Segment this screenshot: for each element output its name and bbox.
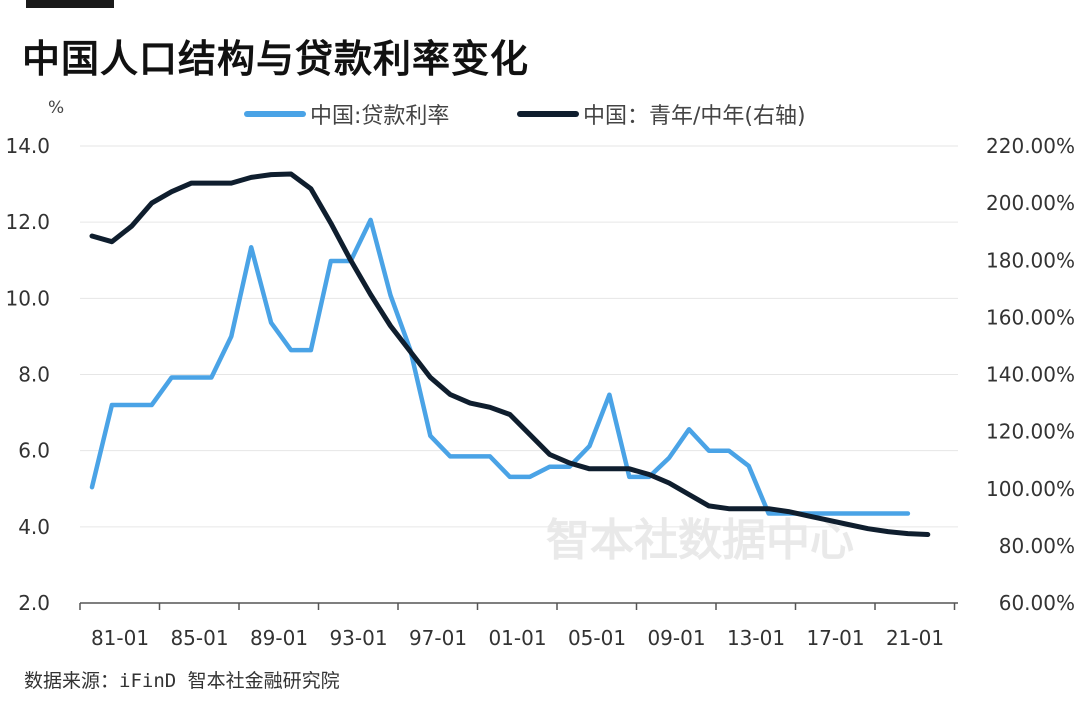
legend: 中国:贷款利率 中国：青年/中年(右轴): [0, 98, 1080, 130]
source-note: 数据来源：iFinD 智本社金融研究院: [24, 670, 340, 692]
y-left-tick-label: 10.0: [5, 286, 50, 310]
y-right-tick-label: 180.00%: [986, 248, 1075, 272]
legend-swatch-ratio: [517, 111, 579, 117]
x-tick-label: 89-01: [250, 626, 308, 650]
x-tick-label: 13-01: [727, 626, 785, 650]
page-title: 中国人口结构与贷款利率变化: [22, 37, 530, 81]
x-tick-label: 93-01: [329, 626, 387, 650]
x-tick-label: 17-01: [806, 626, 864, 650]
axes: 2.0 4.0 6.0 8.0 10.0 12.0 14.0 60.00% 80.00% 100.…: [5, 134, 1075, 650]
x-tick-label: 21-01: [886, 626, 944, 650]
y-left-tick-label: 4.0: [18, 515, 50, 539]
x-tick-label: 05-01: [568, 626, 626, 650]
x-tick-label: 97-01: [409, 626, 467, 650]
y-left-tick-label: 8.0: [18, 363, 50, 387]
y-right-tick-label: 220.00%: [986, 134, 1075, 158]
legend-label-ratio: 中国：青年/中年(右轴): [583, 104, 806, 129]
y-right-tick-label: 200.00%: [986, 191, 1075, 215]
series-line-ratio: [89, 171, 931, 537]
legend-item-ratio: 中国：青年/中年(右轴): [517, 98, 806, 130]
y-left-tick-label: 12.0: [5, 210, 50, 234]
y-right-tick-label: 140.00%: [986, 363, 1075, 387]
x-tick-label: 85-01: [170, 626, 228, 650]
watermark: 智本社数据中心: [546, 515, 854, 566]
legend-swatch-loan-rate: [244, 111, 306, 117]
y-left-tick-label: 14.0: [5, 134, 50, 158]
legend-item-loan-rate: 中国:贷款利率: [244, 98, 449, 130]
x-tick-label: 81-01: [91, 626, 149, 650]
x-tick-label: 01-01: [488, 626, 546, 650]
header-accent-bar: [26, 0, 114, 8]
gridlines: [80, 145, 958, 528]
y-right-tick-label: 60.00%: [999, 591, 1075, 615]
legend-label-loan-rate: 中国:贷款利率: [310, 104, 450, 129]
x-tick-label: 09-01: [647, 626, 705, 650]
series-line-loan-rate: [89, 217, 911, 516]
y-left-tick-label: 6.0: [18, 439, 50, 463]
y-right-tick-label: 80.00%: [999, 534, 1075, 558]
y-right-tick-label: 120.00%: [986, 420, 1075, 444]
series: [89, 171, 931, 537]
y-right-tick-label: 160.00%: [986, 305, 1075, 329]
y-left-tick-label: 2.0: [18, 591, 50, 615]
left-axis-unit: %: [48, 98, 65, 118]
y-right-tick-label: 100.00%: [986, 477, 1075, 501]
